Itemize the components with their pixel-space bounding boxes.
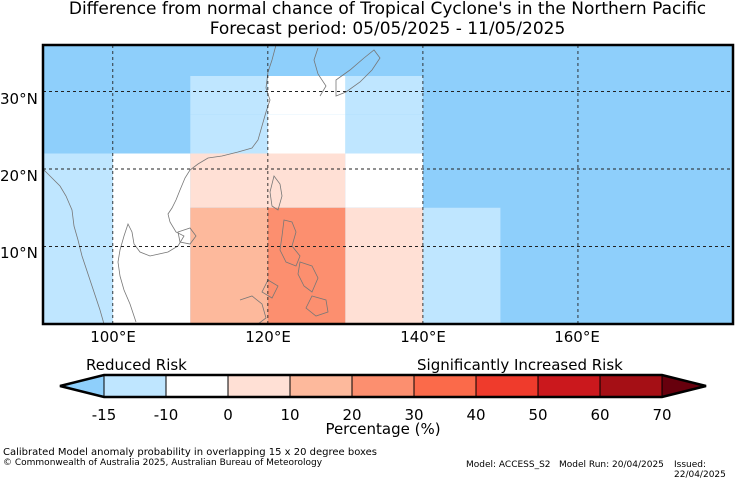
risk-box: [267, 76, 346, 115]
risk-box: [190, 76, 268, 115]
colorbar-segment: [413, 374, 477, 398]
cbar-tick: -15: [91, 406, 117, 424]
bay-of-bengal-coastline: [43, 169, 105, 325]
lon-tick-100e: 100°E: [90, 328, 136, 346]
colorbar-lower-arrow: [59, 374, 105, 398]
risk-box: [345, 76, 423, 115]
japan-islands: [335, 49, 381, 97]
lat-tick-30n: 30°N: [0, 90, 38, 108]
mainland-coastline: [117, 44, 277, 323]
chart-title: Difference from normal chance of Tropica…: [68, 0, 707, 19]
risk-box: [267, 114, 346, 154]
lon-tick-160e: 160°E: [554, 328, 600, 346]
risk-box: [345, 207, 423, 324]
footer-model: Model: ACCESS_S2: [466, 460, 551, 470]
colorbar-outline: [59, 373, 707, 399]
forecast-period: Forecast period: 05/05/2025 - 11/05/2025: [209, 19, 566, 39]
map-figure: [41, 43, 735, 399]
lat-tick-20n: 20°N: [0, 167, 38, 185]
risk-boxes: [43, 76, 501, 324]
coastlines: [43, 44, 381, 325]
hainan-island: [177, 227, 197, 245]
philippines-islands: [261, 261, 329, 317]
risk-box: [422, 207, 501, 324]
cbar-tick: 60: [590, 406, 610, 424]
lon-tick-140e: 140°E: [400, 328, 446, 346]
footer-issued: Issued: 22/04/2025: [674, 460, 726, 480]
increased-risk-label: Significantly Increased Risk: [417, 356, 623, 374]
colorbar-segment: [475, 374, 539, 398]
risk-box: [267, 207, 346, 324]
lat-tick-10n: 10°N: [0, 244, 38, 262]
cbar-tick: 0: [223, 406, 233, 424]
colorbar: [59, 373, 707, 399]
cbar-tick: 50: [528, 406, 548, 424]
risk-box: [112, 153, 191, 324]
colorbar-segment: [227, 374, 291, 398]
footer-model-run: Model Run: 20/04/2025: [559, 460, 664, 470]
colorbar-axis-label: Percentage (%): [325, 420, 441, 438]
luzon-island: [279, 219, 301, 267]
colorbar-segment: [103, 374, 167, 398]
risk-box: [190, 153, 346, 208]
cbar-tick: 10: [280, 406, 300, 424]
colorbar-segment: [537, 374, 601, 398]
reduced-risk-label: Reduced Risk: [86, 356, 187, 374]
taiwan-island: [269, 175, 283, 211]
colorbar-segment: [351, 374, 415, 398]
map-frame: [41, 43, 735, 326]
colorbar-upper-arrow: [661, 374, 707, 398]
cbar-tick: -10: [153, 406, 179, 424]
colorbar-segment: [289, 374, 353, 398]
colorbar-segment: [165, 374, 229, 398]
cbar-tick: 70: [652, 406, 672, 424]
cbar-tick: 30: [404, 406, 424, 424]
risk-box: [345, 114, 423, 154]
graticule: [43, 45, 733, 324]
risk-box: [345, 153, 423, 208]
borneo-coastline: [239, 295, 267, 325]
risk-box: [190, 114, 268, 154]
cbar-tick: 40: [466, 406, 486, 424]
colorbar-segment: [599, 374, 663, 398]
lon-tick-120e: 120°E: [245, 328, 291, 346]
footer-description: Calibrated Model anomaly probability in …: [3, 447, 378, 458]
footer-copyright: © Commonwealth of Australia 2025, Austra…: [3, 458, 323, 468]
cbar-tick: 20: [342, 406, 362, 424]
korea-coastline: [313, 47, 327, 97]
risk-box: [190, 207, 268, 324]
